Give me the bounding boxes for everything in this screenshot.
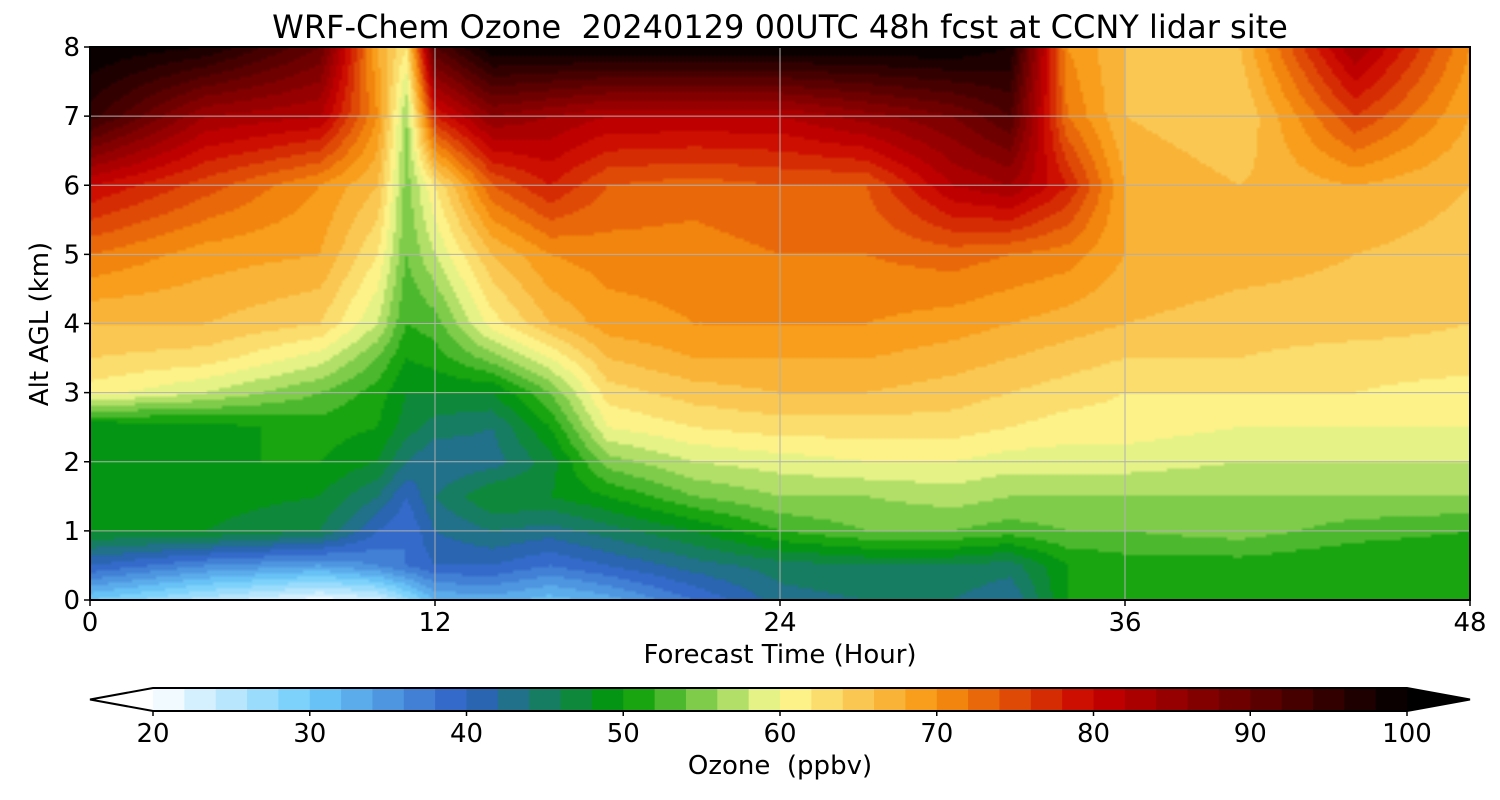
colorbar-min-extension: [90, 688, 153, 711]
colorbar-tick-label: 80: [1077, 719, 1110, 749]
colorbar-swatch: [560, 688, 593, 711]
y-tick-label: 1: [63, 517, 80, 547]
colorbar-swatch: [497, 688, 530, 711]
colorbar-tick-label: 20: [136, 719, 169, 749]
colorbar-swatch: [1375, 688, 1408, 711]
colorbar-swatch: [153, 688, 185, 711]
colorbar-swatch: [842, 688, 875, 711]
colorbar-swatch: [748, 688, 781, 711]
colorbar-swatch: [1187, 688, 1220, 711]
colorbar-swatch: [591, 688, 624, 711]
colorbar-swatch: [247, 688, 279, 711]
colorbar-swatch: [1156, 688, 1189, 711]
x-axis-ticks: 0 12 24 36 48: [82, 600, 1487, 638]
colorbar-swatch: [905, 688, 938, 711]
x-axis-label: Forecast Time (Hour): [643, 640, 917, 670]
colorbar-swatch: [685, 688, 718, 711]
colorbar-tick-label: 100: [1382, 719, 1432, 749]
y-tick-label: 3: [63, 379, 80, 409]
colorbar-swatch: [968, 688, 1001, 711]
colorbar: 20 30 40 50 60 70 80 90 100: [89, 687, 1471, 749]
colorbar-tick-label: 30: [293, 719, 326, 749]
colorbar-max-extension: [1407, 688, 1470, 711]
colorbar-swatch: [1312, 688, 1345, 711]
chart-title: WRF-Chem Ozone 20240129 00UTC 48h fcst a…: [272, 8, 1288, 46]
colorbar-tick-label: 60: [763, 719, 796, 749]
x-tick-label: 48: [1453, 608, 1486, 638]
colorbar-tick-label: 70: [920, 719, 953, 749]
y-tick-label: 7: [63, 102, 80, 132]
colorbar-swatch: [435, 688, 468, 711]
colorbar-swatch: [1344, 688, 1377, 711]
x-tick-label: 24: [763, 608, 796, 638]
colorbar-swatch: [717, 688, 750, 711]
colorbar-swatch: [372, 688, 405, 711]
colorbar-swatch: [309, 688, 342, 711]
colorbar-swatch: [1062, 688, 1095, 711]
colorbar-swatch: [184, 688, 217, 711]
colorbar-swatch: [874, 688, 906, 711]
colorbar-swatch: [278, 688, 311, 711]
y-axis-label: Alt AGL (km): [25, 241, 55, 407]
colorbar-tick-label: 40: [450, 719, 483, 749]
gridlines: [90, 47, 1470, 600]
colorbar-swatch: [654, 688, 687, 711]
colorbar-swatch: [999, 688, 1032, 711]
y-tick-label: 4: [63, 310, 80, 340]
colorbar-swatch: [780, 688, 812, 711]
x-tick-label: 12: [418, 608, 451, 638]
colorbar-tick-label: 90: [1234, 719, 1267, 749]
colorbar-swatch: [1030, 688, 1063, 711]
colorbar-swatch: [341, 688, 374, 711]
y-tick-label: 8: [63, 33, 80, 63]
colorbar-swatch: [936, 688, 969, 711]
y-axis-ticks: 0 1 2 3 4 5 6 7 8: [63, 33, 90, 616]
colorbar-tick-label: 50: [607, 719, 640, 749]
y-tick-label: 5: [63, 240, 80, 270]
y-tick-label: 2: [63, 448, 80, 478]
colorbar-label: Ozone (ppbv): [687, 751, 873, 781]
y-tick-label: 6: [63, 171, 80, 201]
colorbar-swatch: [1124, 688, 1157, 711]
colorbar-swatch: [1281, 688, 1314, 711]
colorbar-swatch: [1093, 688, 1126, 711]
colorbar-swatch: [1250, 688, 1283, 711]
colorbar-swatch: [623, 688, 656, 711]
y-tick-label: 0: [63, 586, 80, 616]
x-tick-label: 36: [1108, 608, 1141, 638]
colorbar-swatch: [466, 688, 499, 711]
colorbar-swatch: [529, 688, 562, 711]
colorbar-swatch: [403, 688, 436, 711]
x-tick-label: 0: [82, 608, 99, 638]
colorbar-swatch: [1218, 688, 1251, 711]
colorbar-swatch: [215, 688, 248, 711]
colorbar-swatch: [811, 688, 844, 711]
